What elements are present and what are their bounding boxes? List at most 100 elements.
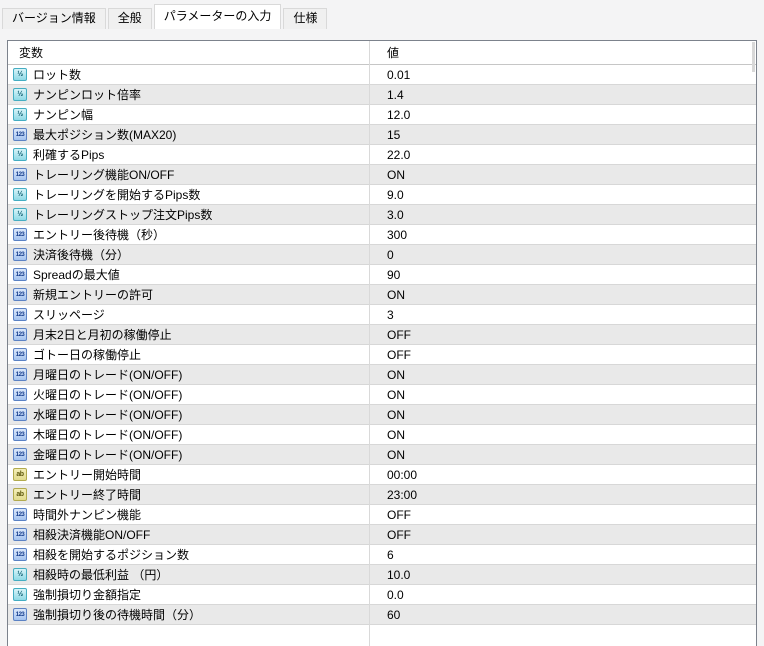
param-name: 水曜日のトレード(ON/OFF) <box>33 408 183 422</box>
table-row[interactable]: ½ ナンピン幅 12.0 <box>8 105 756 125</box>
param-value[interactable]: 0.0 <box>387 587 404 602</box>
param-value[interactable]: 90 <box>387 267 401 282</box>
param-value[interactable]: ON <box>387 167 405 182</box>
param-name-cell: 123 火曜日のトレード(ON/OFF) <box>8 386 369 403</box>
table-row[interactable]: ab エントリー開始時間 00:00 <box>8 465 756 485</box>
table-row[interactable]: 123 トレーリング機能ON/OFF ON <box>8 165 756 185</box>
table-row[interactable]: 123 水曜日のトレード(ON/OFF) ON <box>8 405 756 425</box>
integer-type-icon: 123 <box>13 408 27 421</box>
param-name-cell: 123 月末2日と月初の稼働停止 <box>8 326 369 343</box>
param-name-cell: ½ 利確するPips <box>8 146 369 163</box>
table-row[interactable]: 123 金曜日のトレード(ON/OFF) ON <box>8 445 756 465</box>
table-row[interactable]: 123 相殺を開始するポジション数 6 <box>8 545 756 565</box>
table-row[interactable]: 123 火曜日のトレード(ON/OFF) ON <box>8 385 756 405</box>
param-name: 決済後待機（分） <box>33 248 130 262</box>
double-type-icon: ½ <box>13 568 27 581</box>
tab-version-info[interactable]: バージョン情報 <box>2 8 106 29</box>
table-row[interactable]: ½ 強制損切り金額指定 0.0 <box>8 585 756 605</box>
param-name: 新規エントリーの許可 <box>33 288 154 302</box>
table-row[interactable]: 123 強制損切り後の待機時間（分） 60 <box>8 605 756 625</box>
table-row[interactable]: ½ ナンピンロット倍率 1.4 <box>8 85 756 105</box>
param-name: エントリー終了時間 <box>33 488 142 502</box>
param-value[interactable]: 15 <box>387 127 401 142</box>
column-divider <box>369 41 370 646</box>
table-row[interactable]: 123 エントリー後待機（秒） 300 <box>8 225 756 245</box>
integer-type-icon: 123 <box>13 608 27 621</box>
param-name-cell: 123 エントリー後待機（秒） <box>8 226 369 243</box>
param-name-cell: 123 月曜日のトレード(ON/OFF) <box>8 366 369 383</box>
param-name: 強制損切り後の待機時間（分） <box>33 608 202 622</box>
param-name-cell: ½ ナンピンロット倍率 <box>8 86 369 103</box>
param-value[interactable]: 3.0 <box>387 207 404 222</box>
param-name: 月曜日のトレード(ON/OFF) <box>33 368 183 382</box>
integer-type-icon: 123 <box>13 248 27 261</box>
integer-type-icon: 123 <box>13 428 27 441</box>
param-value[interactable]: 3 <box>387 307 394 322</box>
param-value[interactable]: ON <box>387 427 405 442</box>
param-value[interactable]: ON <box>387 447 405 462</box>
table-row[interactable]: 123 Spreadの最大値 90 <box>8 265 756 285</box>
param-value[interactable]: OFF <box>387 347 411 362</box>
param-name-cell: 123 スリッページ <box>8 306 369 323</box>
param-value[interactable]: 12.0 <box>387 107 411 122</box>
table-row[interactable]: 123 新規エントリーの許可 ON <box>8 285 756 305</box>
param-value[interactable]: OFF <box>387 327 411 342</box>
param-value[interactable]: 23:00 <box>387 487 418 502</box>
param-name-cell: ½ 相殺時の最低利益 （円） <box>8 566 369 583</box>
table-row[interactable]: 123 月末2日と月初の稼働停止 OFF <box>8 325 756 345</box>
table-row[interactable]: ab エントリー終了時間 23:00 <box>8 485 756 505</box>
double-type-icon: ½ <box>13 108 27 121</box>
integer-type-icon: 123 <box>13 508 27 521</box>
param-name: スリッページ <box>33 308 105 322</box>
table-row[interactable]: ½ 相殺時の最低利益 （円） 10.0 <box>8 565 756 585</box>
column-header-variable: 変数 <box>19 46 44 60</box>
table-row[interactable]: 123 スリッページ 3 <box>8 305 756 325</box>
param-value[interactable]: 10.0 <box>387 567 411 582</box>
table-row[interactable]: 123 木曜日のトレード(ON/OFF) ON <box>8 425 756 445</box>
table-row[interactable]: 123 決済後待機（分） 0 <box>8 245 756 265</box>
table-row[interactable]: ½ ロット数 0.01 <box>8 65 756 85</box>
integer-type-icon: 123 <box>13 268 27 281</box>
param-value[interactable]: ON <box>387 367 405 382</box>
param-value[interactable]: 1.4 <box>387 87 404 102</box>
vertical-scrollbar-thumb[interactable] <box>752 42 755 72</box>
param-value[interactable]: OFF <box>387 527 411 542</box>
param-value[interactable]: 0.01 <box>387 67 411 82</box>
table-row[interactable]: 123 ゴトー日の稼働停止 OFF <box>8 345 756 365</box>
param-name-cell: ½ ナンピン幅 <box>8 106 369 123</box>
table-header: 変数 値 <box>8 41 756 65</box>
param-value[interactable]: OFF <box>387 507 411 522</box>
tab-specification[interactable]: 仕様 <box>283 8 328 29</box>
tab-general[interactable]: 全般 <box>107 8 152 29</box>
table-row[interactable]: ½ トレーリングを開始するPips数 9.0 <box>8 185 756 205</box>
param-value[interactable]: 300 <box>387 227 408 242</box>
table-row[interactable]: 123 月曜日のトレード(ON/OFF) ON <box>8 365 756 385</box>
table-row[interactable]: 123 時間外ナンピン機能 OFF <box>8 505 756 525</box>
table-row[interactable]: ½ 利確するPips 22.0 <box>8 145 756 165</box>
param-name-cell: 123 トレーリング機能ON/OFF <box>8 166 369 183</box>
table-row[interactable]: ½ トレーリングストップ注文Pips数 3.0 <box>8 205 756 225</box>
param-name: 相殺を開始するポジション数 <box>33 548 190 562</box>
param-value[interactable]: 0 <box>387 247 394 262</box>
integer-type-icon: 123 <box>13 548 27 561</box>
integer-type-icon: 123 <box>13 448 27 461</box>
param-name-cell: 123 新規エントリーの許可 <box>8 286 369 303</box>
param-value[interactable]: 22.0 <box>387 147 411 162</box>
param-value[interactable]: ON <box>387 407 405 422</box>
param-name: 時間外ナンピン機能 <box>33 508 142 522</box>
param-name: ゴトー日の稼働停止 <box>33 348 142 362</box>
integer-type-icon: 123 <box>13 368 27 381</box>
param-value[interactable]: 60 <box>387 607 401 622</box>
table-row[interactable]: 123 相殺決済機能ON/OFF OFF <box>8 525 756 545</box>
integer-type-icon: 123 <box>13 308 27 321</box>
param-name: 利確するPips <box>33 148 105 162</box>
param-value[interactable]: 6 <box>387 547 394 562</box>
param-value[interactable]: 9.0 <box>387 187 404 202</box>
tab-input-parameters[interactable]: パラメーターの入力 <box>153 4 282 29</box>
param-value[interactable]: ON <box>387 387 405 402</box>
param-value[interactable]: ON <box>387 287 405 302</box>
table-row[interactable]: 123 最大ポジション数(MAX20) 15 <box>8 125 756 145</box>
table-body: ½ ロット数 0.01 ½ ナンピンロット倍率 1.4 ½ ナンピン幅 12.0 123 最大ポジシ… <box>8 65 756 625</box>
param-value[interactable]: 00:00 <box>387 467 418 482</box>
